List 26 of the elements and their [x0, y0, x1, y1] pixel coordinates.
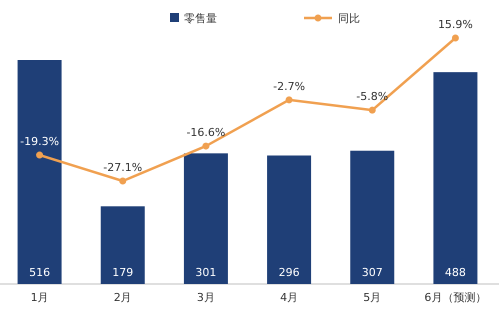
data-label: -5.8%	[356, 90, 388, 104]
data-label: 488	[444, 266, 466, 279]
bar	[100, 206, 145, 284]
data-label: 15.9%	[438, 18, 473, 31]
bar	[267, 156, 312, 284]
bar	[350, 150, 394, 284]
x-tick-label: 5月	[363, 291, 382, 304]
bar	[18, 60, 62, 284]
data-label: -16.6%	[186, 126, 226, 140]
x-tick-label: 3月	[196, 291, 215, 304]
data-label: 307	[362, 266, 383, 279]
bar	[433, 72, 478, 284]
legend-label: 同比	[338, 12, 360, 25]
x-tick-label: 6月（预测）	[424, 291, 486, 304]
x-tick-label: 2月	[114, 291, 132, 304]
x-tick-label: 1月	[30, 291, 49, 304]
legend-label: 零售量	[184, 12, 217, 25]
data-label: -19.3%	[20, 135, 60, 148]
x-tick-label: 4月	[280, 291, 298, 304]
data-label: -27.1%	[103, 161, 142, 174]
data-label: 516	[29, 266, 50, 279]
bar	[184, 153, 228, 284]
data-label: 301	[195, 266, 216, 279]
data-label: -2.7%	[273, 80, 306, 93]
data-label: 179	[112, 266, 134, 279]
data-label: 296	[278, 266, 300, 279]
